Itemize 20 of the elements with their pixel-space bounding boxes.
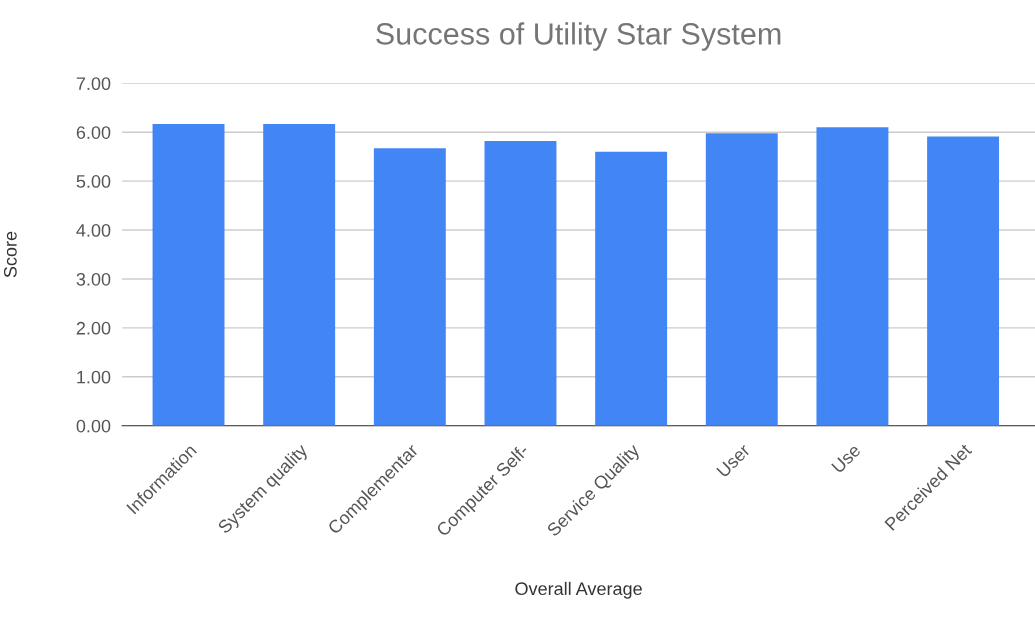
- bar: [816, 127, 889, 426]
- y-tick-label: 2.00: [76, 321, 111, 335]
- x-axis-title: Overall Average: [515, 581, 642, 599]
- bar: [263, 123, 336, 426]
- y-axis-title: Score: [3, 231, 17, 278]
- y-tick-label: 1.00: [77, 370, 111, 384]
- x-tick-label: Use: [831, 443, 862, 474]
- bar: [927, 136, 1000, 426]
- bar: [484, 141, 557, 426]
- bar: [705, 133, 778, 426]
- y-tick-label: 3.00: [76, 272, 111, 286]
- bar: [152, 123, 225, 426]
- y-tick-label: 7.00: [76, 77, 111, 91]
- y-tick-label: 6.00: [76, 126, 111, 139]
- y-tick-label: 4.00: [76, 223, 111, 237]
- y-tick-label: 0.00: [76, 419, 111, 433]
- y-tick-label: 5.00: [76, 175, 111, 188]
- bar: [373, 148, 446, 426]
- chart-title: Success of Utility Star System: [376, 22, 781, 51]
- bar: [595, 151, 668, 426]
